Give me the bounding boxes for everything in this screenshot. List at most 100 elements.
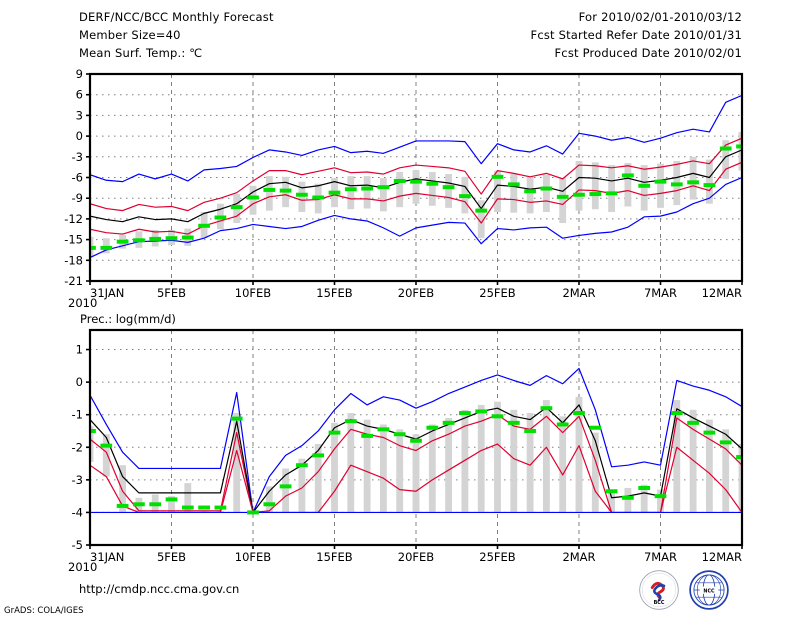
x-axis-tick-label: 10FEB [235, 286, 272, 300]
x-axis-tick-label: 7MAR [644, 550, 677, 564]
x-axis-tick-label: 20FEB [398, 286, 435, 300]
ncc-logo-icon: NCC [689, 570, 729, 610]
observation-marker [475, 409, 488, 414]
observation-marker [491, 414, 504, 419]
series-line-max [90, 367, 742, 514]
spread-bar [428, 171, 436, 206]
spread-bar [396, 171, 404, 208]
ncc-logo-label: NCC [703, 589, 715, 595]
series-line-lower-quartile [90, 161, 742, 235]
spread-bar [347, 176, 355, 210]
spread-bar [477, 200, 485, 239]
x-axis-tick-label: 31JAN [90, 550, 124, 564]
observation-marker [540, 406, 553, 411]
y-axis-tick-label: -9 [72, 191, 83, 205]
spread-bar [396, 429, 404, 513]
observation-marker [361, 433, 373, 438]
observation-marker [459, 411, 471, 416]
spread-bar [510, 409, 518, 513]
series-line-min [90, 176, 742, 259]
observation-marker [165, 497, 178, 502]
spread-bar [477, 404, 485, 513]
observation-marker [328, 190, 341, 195]
spread-bar [559, 416, 567, 513]
spread-bar [168, 496, 175, 513]
x-axis-tick-label: 2MAR [562, 550, 595, 564]
spread-bar [542, 174, 550, 212]
series-line-max [90, 94, 742, 183]
observation-marker [393, 178, 406, 183]
y-axis-tick-label: 0 [76, 375, 83, 389]
observation-marker [442, 420, 455, 425]
spread-bar [689, 409, 697, 513]
y-axis-tick-label: 1 [76, 343, 83, 357]
grads-credit: GrADS: COLA/IGES [4, 606, 84, 616]
x-axis-tick-label: 25FEB [479, 286, 516, 300]
observation-marker [133, 502, 145, 507]
observation-marker [719, 146, 732, 151]
y-axis-tick-label: -1 [72, 408, 83, 422]
observation-marker [589, 192, 602, 197]
observation-marker [605, 489, 618, 494]
observation-marker [589, 425, 602, 430]
x-axis-tick-label: 31JAN [90, 286, 124, 300]
forecast-produced-label: Fcst Produced Date 2010/02/01 [554, 46, 742, 60]
precipitation-axis-title: Prec.: log(mm/d) [80, 312, 176, 326]
x-axis-tick-label: 5FEB [157, 550, 186, 564]
spread-bar [347, 413, 355, 513]
x-axis-tick-label: 25FEB [479, 550, 516, 564]
forecast-period-label: For 2010/02/01-2010/03/12 [578, 10, 742, 24]
observation-marker [214, 215, 227, 220]
observation-marker [149, 502, 162, 507]
spread-bar [412, 169, 420, 204]
x-axis-tick-label: 12MAR [702, 286, 742, 300]
observation-marker [279, 484, 292, 489]
y-axis-tick-label: 3 [76, 108, 83, 122]
spread-bar [559, 178, 567, 224]
observation-marker [181, 505, 194, 510]
y-axis-tick-label: -3 [72, 473, 83, 487]
spread-bar [119, 465, 127, 513]
spread-bar [379, 178, 387, 212]
spread-bar [363, 419, 371, 513]
axis-year-top: 2010 [68, 296, 98, 310]
logo-group: BCC NCC [638, 569, 742, 611]
spread-bar [705, 159, 713, 204]
bcc-logo-icon: BCC [639, 570, 679, 610]
spread-bar [722, 140, 730, 179]
spread-bar [657, 163, 664, 208]
spread-bar [249, 185, 257, 215]
observation-marker [90, 245, 96, 250]
y-axis-tick-label: -15 [64, 233, 83, 247]
plot-frame [88, 72, 744, 283]
member-size-label: Member Size=40 [79, 28, 181, 42]
spread-bar [575, 160, 583, 211]
observation-marker [507, 182, 520, 187]
observation-marker [507, 420, 520, 425]
spread-bar [542, 400, 550, 513]
observation-marker [133, 238, 145, 243]
spread-bar [428, 424, 436, 513]
observation-marker [198, 223, 210, 228]
spread-bar [363, 176, 371, 209]
observation-marker [524, 428, 536, 433]
observation-marker [230, 416, 243, 421]
spread-bar [461, 409, 469, 513]
observation-marker [556, 422, 569, 427]
observation-marker [247, 510, 259, 515]
observation-marker [556, 194, 569, 199]
observation-marker [687, 180, 699, 185]
spread-bar [640, 165, 648, 211]
observation-marker [475, 208, 488, 213]
observation-marker [540, 186, 553, 191]
observation-marker [491, 174, 504, 179]
spread-bar [265, 176, 273, 211]
source-url[interactable]: http://cmdp.ncc.cma.gov.cn [79, 582, 240, 596]
spread-bar [526, 176, 534, 214]
observation-marker [736, 144, 742, 149]
spread-bar [412, 434, 420, 513]
observation-marker [198, 505, 210, 510]
spread-bar [379, 424, 387, 513]
observation-marker [165, 236, 178, 241]
